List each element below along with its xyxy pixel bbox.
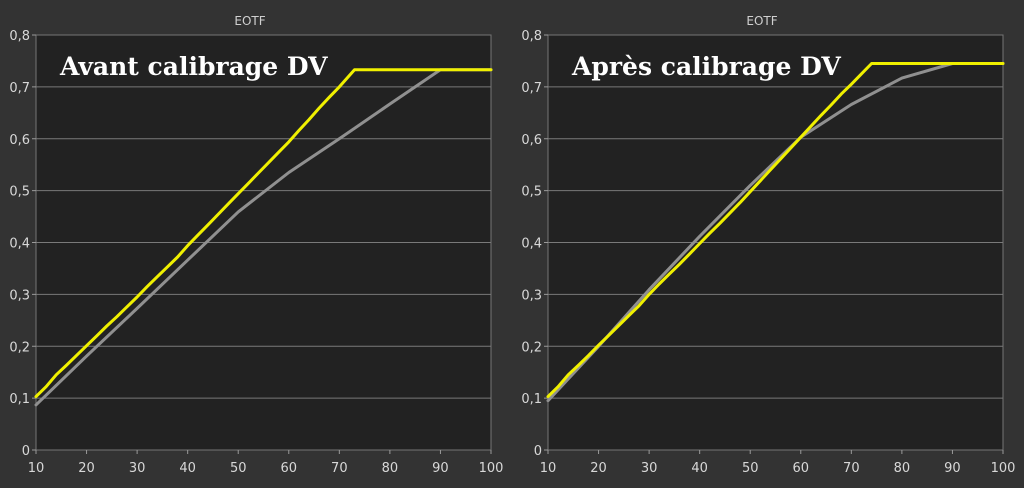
x-tick-label: 40: [691, 461, 708, 476]
x-tick-label: 10: [28, 461, 45, 476]
y-tick-label: 0,6: [9, 133, 30, 148]
x-tick-label: 10: [540, 461, 557, 476]
y-tick-label: 0,3: [521, 288, 542, 303]
x-tick-label: 40: [179, 461, 196, 476]
y-tick-label: 0,1: [9, 392, 30, 407]
x-tick-label: 90: [944, 461, 961, 476]
chart-title: EOTF: [746, 14, 777, 28]
chart-annotation: Après calibrage DV: [571, 52, 841, 81]
measured-series-line: [546, 62, 1005, 399]
y-tick-label: 0,3: [9, 288, 30, 303]
y-tick-label: 0,4: [9, 237, 30, 252]
x-tick-label: 100: [991, 461, 1016, 476]
x-tick-label: 70: [843, 461, 860, 476]
x-tick-label: 70: [331, 461, 348, 476]
x-tick-label: 60: [281, 461, 298, 476]
x-tick-label: 80: [382, 461, 399, 476]
x-tick-label: 50: [230, 461, 247, 476]
x-tick-label: 20: [78, 461, 95, 476]
chart-svg: EOTF 10 20 30 40 50 60 70 80 90 100 0 0,1 0,2 0,3 0,4…: [9, 14, 504, 476]
chart-before-calibration: EOTF 10 20 30 40 50 60 70 80 90 100 0 0,1 0,2 0,3 0,4…: [0, 0, 512, 483]
y-tick-label: 0,5: [9, 185, 30, 200]
reference-series-line: [546, 62, 1005, 403]
chart-after-calibration: EOTF 10 20 30 40 50 60 70 80 90 100 0 0,1 0,2 0,3 0,4…: [512, 0, 1024, 483]
chart-annotation: Avant calibrage DV: [59, 52, 328, 81]
chart-svg: EOTF 10 20 30 40 50 60 70 80 90 100 0 0,1 0,2 0,3 0,4…: [521, 14, 1016, 476]
y-tick-label: 0: [22, 444, 30, 459]
x-tick-label: 100: [479, 461, 504, 476]
y-tick-label: 0,2: [9, 340, 30, 355]
y-tick-label: 0,7: [521, 81, 542, 96]
y-tick-label: 0,2: [521, 340, 542, 355]
y-tick-label: 0,7: [9, 81, 30, 96]
y-tick-label: 0: [534, 444, 542, 459]
y-tick-label: 0,4: [521, 237, 542, 252]
x-tick-label: 80: [894, 461, 911, 476]
measured-series-line: [34, 68, 493, 399]
y-tick-label: 0,6: [521, 133, 542, 148]
x-tick-label: 30: [641, 461, 658, 476]
x-tick-label: 20: [590, 461, 607, 476]
y-tick-label: 0,1: [521, 392, 542, 407]
y-tick-label: 0,8: [9, 29, 30, 44]
reference-series-line: [34, 68, 493, 407]
x-tick-label: 90: [432, 461, 449, 476]
y-tick-label: 0,8: [521, 29, 542, 44]
x-tick-label: 30: [129, 461, 146, 476]
y-tick-label: 0,5: [521, 185, 542, 200]
x-tick-label: 60: [793, 461, 810, 476]
x-tick-label: 50: [742, 461, 759, 476]
chart-title: EOTF: [234, 14, 265, 28]
